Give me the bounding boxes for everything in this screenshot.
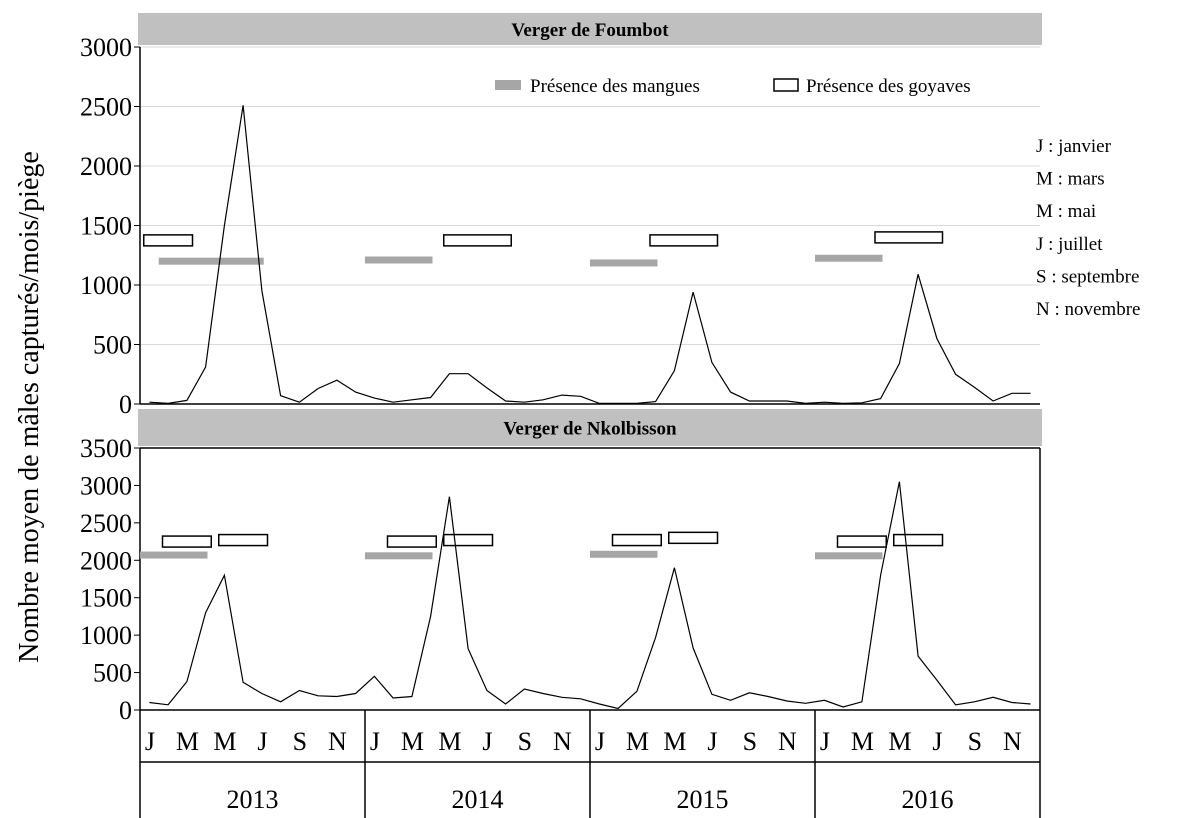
mango-presence-bar	[365, 552, 433, 560]
guava-presence-box	[668, 531, 719, 545]
month-tick-label: S	[743, 727, 757, 756]
legend-guava-label: Présence des goyaves	[806, 76, 971, 97]
guava-presence-box	[443, 234, 512, 247]
month-tick-label: M	[213, 727, 236, 756]
plot-area: Verger de Foumbot 0 500 1000 1500 2000 2500 300…	[80, 13, 1140, 818]
y-tick-label: 1500	[80, 212, 132, 241]
month-tick-label: M	[851, 727, 874, 756]
month-tick-label: N	[778, 727, 797, 756]
year-label: 2014	[452, 785, 504, 814]
legend-mango-swatch	[495, 80, 521, 90]
guava-presence-box	[893, 533, 944, 547]
month-tick-label: M	[401, 727, 424, 756]
guava-presence-box	[443, 533, 494, 547]
mango-presence-bar	[815, 552, 883, 560]
y-tick-label: 1000	[80, 621, 132, 650]
month-tick-label: N	[328, 727, 347, 756]
month-tick-label: J	[145, 727, 155, 756]
guava-presence-box	[836, 535, 887, 548]
month-tick-label: J	[595, 727, 605, 756]
y-tick-label: 500	[93, 331, 132, 360]
year-label: 2015	[677, 785, 729, 814]
y-tick-label: 2000	[80, 546, 132, 575]
mango-presence-bar	[158, 257, 264, 265]
y-tick-label: 2500	[80, 93, 132, 122]
y-tick-label: 3000	[80, 33, 132, 62]
mango-presence-bar	[815, 254, 883, 262]
month-key-item: J : janvier	[1036, 136, 1112, 157]
y-tick-label: 1000	[80, 271, 132, 300]
y-tick-label: 0	[119, 390, 132, 419]
month-tick-label: S	[518, 727, 532, 756]
y-tick-label: 500	[93, 659, 132, 688]
guava-presence-box	[611, 533, 662, 547]
month-tick-label: S	[968, 727, 982, 756]
guava-presence-box	[143, 234, 194, 247]
month-tick-label: M	[888, 727, 911, 756]
month-key-item: N : novembre	[1036, 299, 1140, 320]
mango-presence-bar	[590, 550, 658, 558]
legend-mango-label: Présence des mangues	[530, 76, 700, 97]
month-key-item: S : septembre	[1036, 266, 1139, 287]
guava-presence-box	[161, 535, 212, 548]
y-tick-label: 2000	[80, 152, 132, 181]
y-tick-label: 0	[119, 696, 132, 725]
month-tick-label: J	[257, 727, 267, 756]
guava-presence-box	[874, 231, 944, 244]
mango-presence-bar	[365, 256, 433, 264]
month-tick-label: J	[932, 727, 942, 756]
y-tick-label: 3000	[80, 471, 132, 500]
panel-title: Verger de Nkolbisson	[503, 419, 677, 440]
month-tick-label: J	[820, 727, 830, 756]
month-key-item: M : mars	[1036, 169, 1105, 190]
month-tick-label: M	[438, 727, 461, 756]
series-line	[149, 105, 1031, 405]
legend-guava-swatch	[773, 78, 799, 92]
y-tick-label: 3500	[80, 434, 132, 463]
panel-title-band	[138, 13, 1042, 45]
guava-presence-box	[386, 535, 437, 548]
month-tick-label: M	[626, 727, 649, 756]
guava-presence-box	[218, 533, 269, 547]
year-label: 2013	[227, 785, 279, 814]
y-tick-label: 2500	[80, 509, 132, 538]
mango-presence-bar	[140, 551, 208, 559]
month-tick-label: M	[663, 727, 686, 756]
month-tick-label: J	[370, 727, 380, 756]
month-tick-label: J	[482, 727, 492, 756]
panel-title: Verger de Foumbot	[511, 20, 669, 41]
month-tick-label: J	[707, 727, 717, 756]
month-tick-label: M	[176, 727, 199, 756]
guava-presence-box	[649, 234, 719, 247]
month-key-item: M : mai	[1036, 201, 1096, 222]
y-tick-label: 1500	[80, 584, 132, 613]
month-tick-label: N	[1003, 727, 1022, 756]
panel-title-band	[138, 409, 1042, 446]
y-axis-label: Nombre moyen de mâles capturés/mois/pièg…	[14, 151, 45, 663]
month-tick-label: S	[293, 727, 307, 756]
year-label: 2016	[902, 785, 954, 814]
month-key-item: J : juillet	[1036, 234, 1103, 255]
series-line	[149, 481, 1031, 710]
month-tick-label: N	[553, 727, 572, 756]
mango-presence-bar	[590, 259, 658, 267]
